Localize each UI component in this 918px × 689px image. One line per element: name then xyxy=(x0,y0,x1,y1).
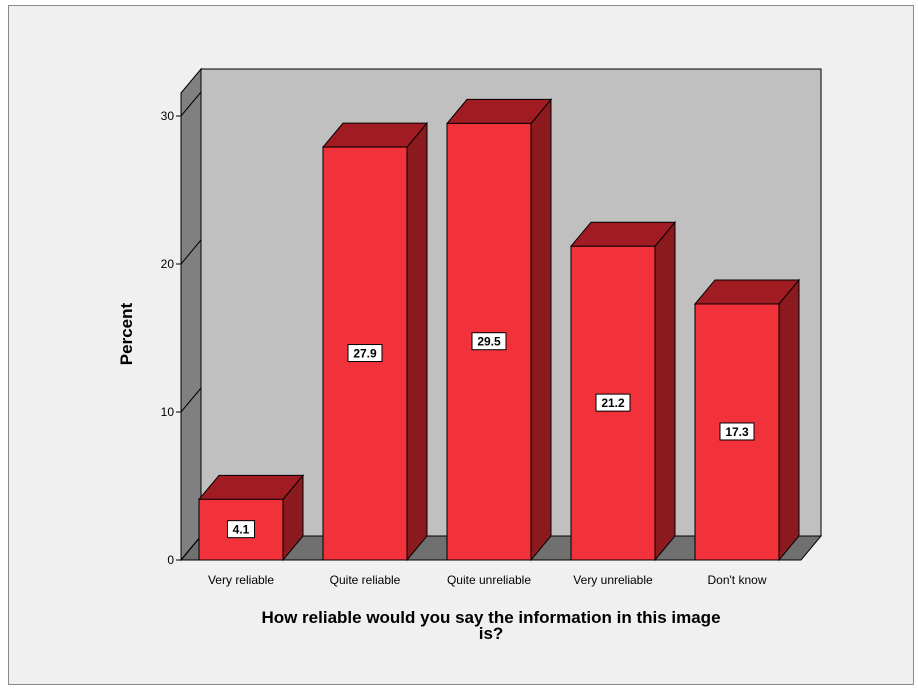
y-tick-label: 30 xyxy=(161,109,175,123)
data-label-box xyxy=(595,393,631,412)
bar-group: 21.2 xyxy=(569,220,677,562)
bar-chart: 0 10 20 30 4.1 27.9 29.5 21.2 17.3 Very reliabl… xyxy=(117,67,823,643)
data-label-box xyxy=(227,520,255,539)
y-axis: 0 10 20 30 xyxy=(161,91,202,567)
x-tick-label: Don't know xyxy=(708,573,767,587)
bar-side xyxy=(778,278,800,562)
bar-group: 27.9 xyxy=(321,121,429,562)
x-tick-label: Quite reliable xyxy=(330,573,401,587)
x-axis-title-line-2: is? xyxy=(479,624,504,643)
data-label: 29.5 xyxy=(477,335,501,349)
bars: 4.1 27.9 29.5 21.2 17.3 xyxy=(197,98,801,562)
data-label-box xyxy=(471,332,507,351)
y-tick-depth-line xyxy=(180,387,202,413)
x-tick-label: Very reliable xyxy=(208,573,274,587)
y-tick-label: 0 xyxy=(167,553,174,567)
x-tick-label: Very unreliable xyxy=(573,573,653,587)
y-tick-label: 10 xyxy=(161,405,175,419)
data-label-box xyxy=(719,422,755,441)
bar xyxy=(446,122,532,561)
bar-side xyxy=(530,98,552,562)
bar-group: 29.5 xyxy=(445,98,553,562)
y-tick-depth-line xyxy=(180,535,202,561)
x-axis-title-line-1: How reliable would you say the informati… xyxy=(261,608,720,627)
data-label: 27.9 xyxy=(353,347,377,361)
bar-group: 17.3 xyxy=(693,278,801,562)
y-tick-label: 20 xyxy=(161,257,175,271)
data-label-box xyxy=(347,344,383,363)
left-wall xyxy=(180,67,202,562)
y-tick-depth-line xyxy=(180,91,202,117)
x-tick-label: Quite unreliable xyxy=(447,573,531,587)
x-axis: Very reliable Quite reliable Quite unrelia… xyxy=(176,559,801,587)
y-tick-depth-line xyxy=(180,239,202,265)
data-label: 17.3 xyxy=(725,425,749,439)
data-label: 4.1 xyxy=(233,523,250,537)
bar-group: 4.1 xyxy=(197,473,305,562)
data-label: 21.2 xyxy=(601,396,625,410)
y-axis-title: Percent xyxy=(117,302,136,365)
bar-side xyxy=(654,220,676,562)
bar-side xyxy=(406,121,428,562)
chart-frame: 0 10 20 30 4.1 27.9 29.5 21.2 17.3 Very reliabl… xyxy=(8,5,914,685)
